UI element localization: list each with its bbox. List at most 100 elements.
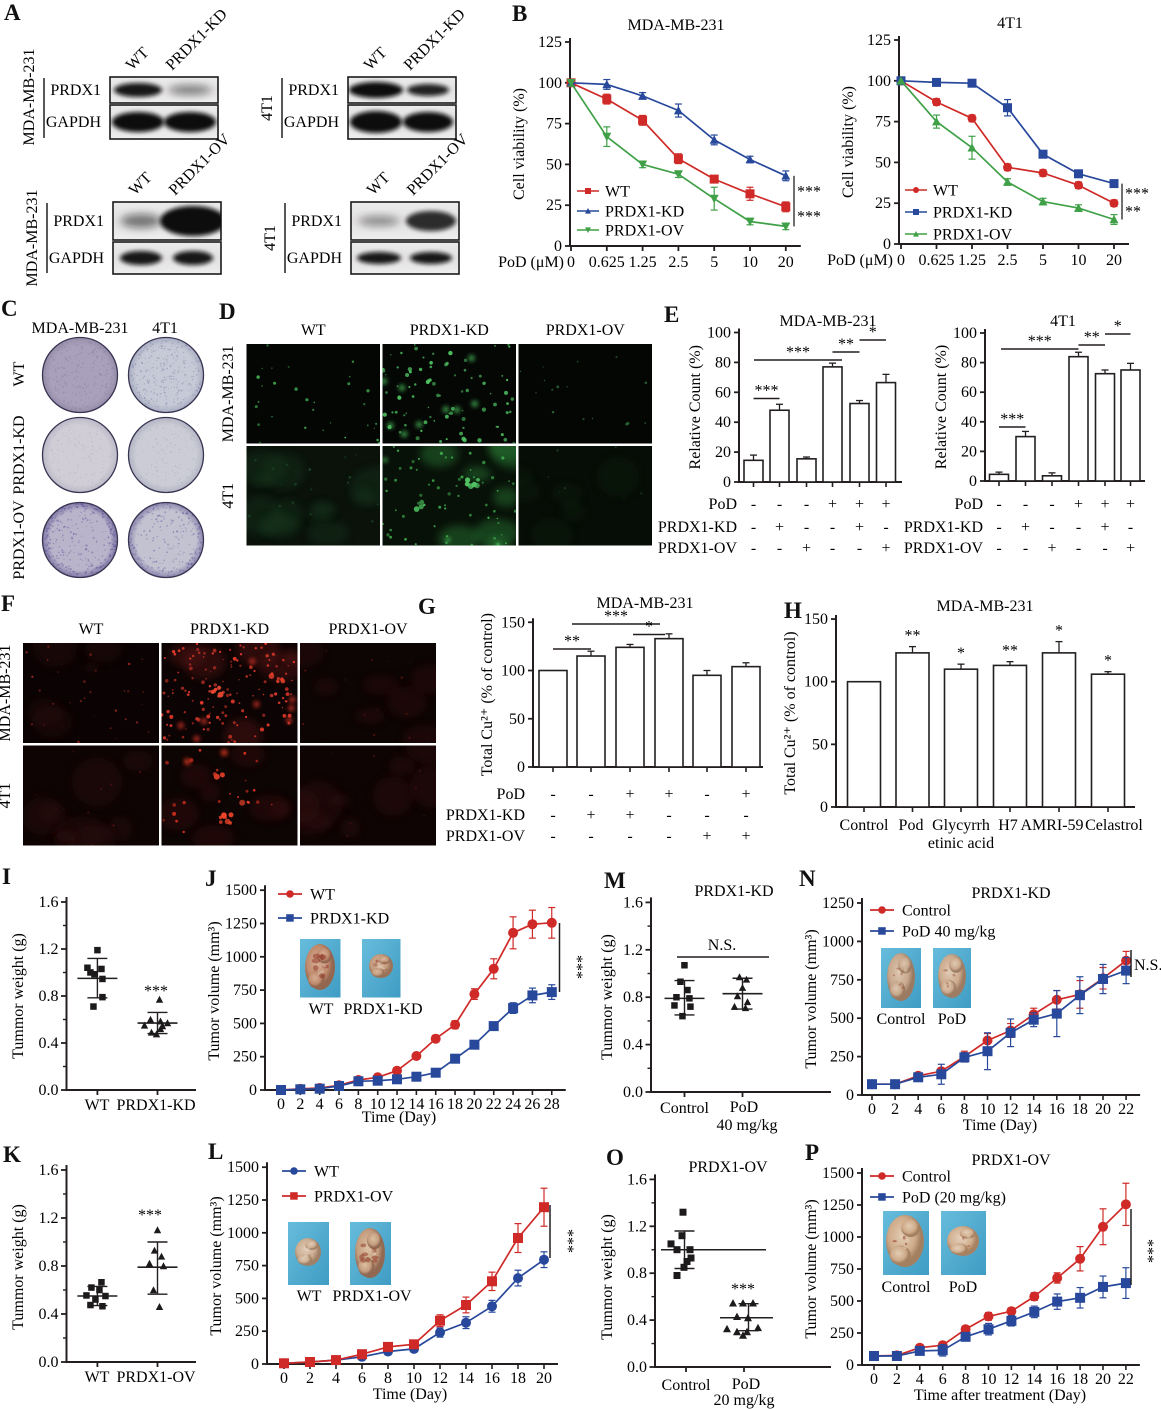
svg-text:Tummor weight (g): Tummor weight (g): [10, 1204, 27, 1330]
svg-text:1250: 1250: [225, 916, 257, 933]
svg-text:J: J: [205, 866, 217, 891]
svg-text:MDA-MB-231: MDA-MB-231: [597, 595, 694, 612]
svg-text:20: 20: [778, 254, 794, 271]
svg-text:1250: 1250: [822, 1197, 854, 1214]
svg-text:-: -: [704, 807, 709, 824]
svg-text:H7: H7: [998, 817, 1018, 834]
svg-text:500: 500: [830, 1293, 854, 1310]
svg-text:Control: Control: [660, 1100, 709, 1117]
svg-text:25: 25: [546, 197, 562, 214]
svg-text:4T1: 4T1: [259, 95, 276, 121]
svg-text:10: 10: [980, 1101, 996, 1118]
svg-text:50: 50: [509, 711, 525, 728]
svg-text:C: C: [1, 296, 18, 321]
svg-text:1000: 1000: [227, 1225, 259, 1242]
svg-text:250: 250: [235, 1323, 259, 1340]
svg-text:Relative Count (%): Relative Count (%): [933, 345, 950, 469]
svg-text:PRDX1-KD: PRDX1-KD: [694, 883, 773, 900]
svg-text:20 mg/kg: 20 mg/kg: [714, 1392, 775, 1409]
svg-text:PRDX1-OV: PRDX1-OV: [314, 1189, 394, 1206]
svg-text:PRDX1-OV: PRDX1-OV: [971, 1152, 1051, 1169]
svg-text:MDA-MB-231: MDA-MB-231: [220, 345, 237, 442]
svg-text:PoD (μM): PoD (μM): [498, 254, 564, 271]
svg-text:Tummor weight (g): Tummor weight (g): [599, 934, 616, 1060]
svg-text:MDA-MB-231: MDA-MB-231: [937, 598, 1034, 615]
svg-text:1.2: 1.2: [627, 1218, 647, 1235]
svg-text:Total Cu²⁺ (% of control): Total Cu²⁺ (% of control): [782, 631, 799, 794]
svg-text:0.8: 0.8: [39, 988, 59, 1005]
svg-text:-: -: [1076, 519, 1081, 536]
svg-text:0: 0: [820, 799, 828, 816]
svg-text:**: **: [1002, 643, 1018, 660]
svg-text:-: -: [666, 807, 671, 824]
svg-text:8: 8: [384, 1370, 392, 1387]
svg-text:0.625: 0.625: [589, 254, 625, 271]
svg-text:+: +: [1126, 496, 1135, 513]
svg-text:PRDX1-OV: PRDX1-OV: [605, 223, 685, 240]
svg-text:***: ***: [144, 983, 168, 1000]
svg-text:Tummor weight (g): Tummor weight (g): [10, 933, 27, 1059]
svg-text:MDA-MB-231: MDA-MB-231: [780, 313, 877, 330]
svg-text:20: 20: [1106, 252, 1122, 269]
svg-text:PoD 40 mg/kg: PoD 40 mg/kg: [902, 924, 995, 941]
svg-text:16: 16: [484, 1370, 500, 1387]
svg-text:GAPDH: GAPDH: [287, 250, 343, 267]
svg-text:+: +: [775, 519, 784, 536]
svg-text:PoD: PoD: [497, 786, 525, 803]
svg-text:125: 125: [538, 34, 562, 51]
svg-text:1000: 1000: [822, 1229, 854, 1246]
svg-text:PRDX1: PRDX1: [291, 213, 342, 230]
svg-text:Control: Control: [902, 1169, 951, 1186]
svg-text:4T1: 4T1: [0, 783, 14, 809]
svg-text:MDA-MB-231: MDA-MB-231: [32, 320, 129, 337]
svg-text:4T1: 4T1: [220, 483, 237, 509]
svg-text:4T1: 4T1: [152, 320, 178, 337]
svg-text:-: -: [704, 786, 709, 803]
svg-text:***: ***: [797, 209, 821, 226]
svg-text:6: 6: [358, 1370, 366, 1387]
svg-text:75: 75: [546, 116, 562, 133]
svg-text:*: *: [869, 324, 877, 341]
svg-text:-: -: [627, 828, 632, 845]
svg-text:A: A: [4, 0, 21, 25]
svg-text:22: 22: [486, 1096, 502, 1113]
svg-text:5: 5: [1039, 252, 1047, 269]
svg-text:-: -: [1023, 496, 1028, 513]
svg-text:60: 60: [961, 384, 977, 401]
svg-text:G: G: [418, 594, 436, 619]
svg-text:MDA-MB-231: MDA-MB-231: [628, 17, 725, 34]
svg-text:250: 250: [233, 1049, 257, 1066]
svg-text:Control: Control: [877, 1011, 926, 1028]
svg-text:100: 100: [538, 75, 562, 92]
svg-text:PRDX1-KD: PRDX1-KD: [11, 415, 28, 494]
svg-text:WT: WT: [85, 1369, 110, 1386]
svg-text:Time (Day): Time (Day): [373, 1386, 448, 1403]
svg-text:1.2: 1.2: [623, 942, 643, 959]
svg-text:1.2: 1.2: [39, 1210, 59, 1227]
svg-text:0: 0: [249, 1082, 257, 1099]
svg-text:10: 10: [370, 1096, 386, 1113]
svg-text:1.6: 1.6: [623, 894, 643, 911]
svg-text:Tummor weight (g): Tummor weight (g): [599, 1214, 616, 1340]
svg-text:0: 0: [883, 236, 891, 253]
svg-text:PRDX1-OV: PRDX1-OV: [446, 828, 526, 845]
svg-text:PRDX1-KD: PRDX1-KD: [933, 205, 1012, 222]
svg-text:1.6: 1.6: [39, 894, 59, 911]
svg-text:1500: 1500: [225, 882, 257, 899]
svg-text:16: 16: [1049, 1101, 1065, 1118]
svg-text:-: -: [996, 519, 1001, 536]
svg-text:-: -: [550, 807, 555, 824]
svg-text:+: +: [625, 786, 634, 803]
svg-text:4T1: 4T1: [997, 15, 1023, 32]
svg-text:60: 60: [715, 384, 731, 401]
svg-text:2.5: 2.5: [668, 254, 688, 271]
svg-text:-: -: [777, 540, 782, 557]
svg-text:500: 500: [233, 1015, 257, 1032]
svg-text:***: ***: [786, 344, 810, 361]
svg-text:25: 25: [875, 195, 891, 212]
svg-text:250: 250: [830, 1325, 854, 1342]
svg-text:WT: WT: [11, 361, 28, 386]
svg-text:75: 75: [875, 114, 891, 131]
svg-text:Tumor volume (mm³): Tumor volume (mm³): [206, 921, 223, 1060]
svg-text:PRDX1: PRDX1: [53, 213, 104, 230]
